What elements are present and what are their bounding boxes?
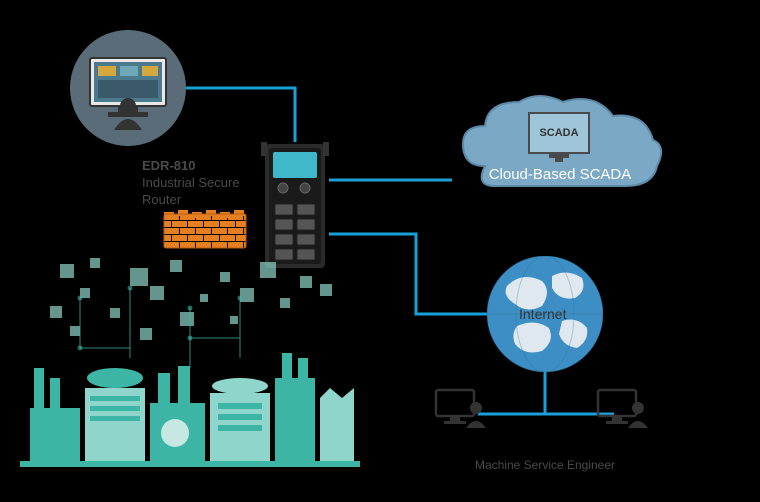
internet-label: Internet <box>519 306 566 322</box>
scada-monitor-label: SCADA <box>539 127 578 139</box>
engineer-left-icon <box>430 386 490 432</box>
router-label-line2: Industrial Secure <box>142 175 240 192</box>
engineer-label: Machine Service Engineer <box>445 458 645 474</box>
router-label-line3: Router <box>142 192 240 209</box>
router-label-line1: EDR-810 <box>142 158 240 175</box>
workstation-node <box>70 30 186 146</box>
cloud-label: Cloud-Based SCADA <box>480 166 640 183</box>
scada-monitor-icon: SCADA <box>528 112 590 154</box>
router-label: EDR-810 Industrial Secure Router <box>142 158 240 209</box>
firewall-icon <box>160 210 250 252</box>
router-icon <box>261 142 329 270</box>
industrial-plant-graphic <box>20 258 360 468</box>
diagram-canvas: EDR-810 Industrial Secure Router <box>0 0 760 502</box>
engineer-right-icon <box>592 386 652 432</box>
